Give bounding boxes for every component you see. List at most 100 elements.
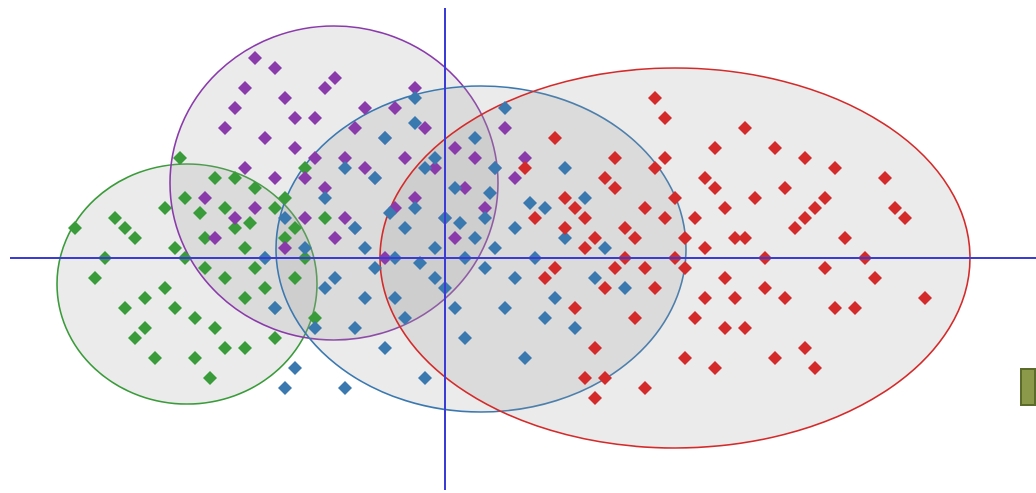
data-point [328,71,342,85]
data-point [428,151,442,165]
data-point [158,281,172,295]
data-point [288,111,302,125]
data-point [278,91,292,105]
data-point [488,161,502,175]
data-point [638,201,652,215]
data-point [528,211,542,225]
data-point [658,151,672,165]
data-point [778,181,792,195]
data-point [658,211,672,225]
data-point [728,231,742,245]
data-point [588,231,602,245]
data-point [738,231,752,245]
data-point [598,371,612,385]
data-point [338,161,352,175]
data-point [698,241,712,255]
data-point [608,261,622,275]
data-point [288,361,302,375]
data-point [558,161,572,175]
data-point [708,181,722,195]
data-point [358,241,372,255]
data-point [548,291,562,305]
data-point [778,291,792,305]
data-point [668,191,682,205]
data-point [348,221,362,235]
data-point [648,91,662,105]
data-point [818,191,832,205]
data-point [838,231,852,245]
data-point [278,381,292,395]
data-point [488,241,502,255]
data-point [453,216,467,230]
data-point [328,271,342,285]
data-point [158,201,172,215]
data-point [188,351,202,365]
data-point [598,241,612,255]
data-point [428,161,442,175]
data-point [358,291,372,305]
data-point [888,201,902,215]
data-point [328,231,342,245]
data-point [168,301,182,315]
data-point [178,191,192,205]
data-point [628,311,642,325]
data-point [238,81,252,95]
data-point [128,231,142,245]
data-point [118,301,132,315]
data-point [203,371,217,385]
data-point [798,151,812,165]
data-point [818,261,832,275]
data-point [478,211,492,225]
data-points [68,51,932,405]
data-point [238,341,252,355]
data-point [408,81,422,95]
series-3-points [258,91,632,395]
data-point [568,201,582,215]
data-point [218,201,232,215]
data-point [138,291,152,305]
data-point [383,206,397,220]
data-point [398,311,412,325]
data-point [408,91,422,105]
data-point [848,301,862,315]
data-point [628,231,642,245]
data-point [368,171,382,185]
data-point [788,221,802,235]
data-point [568,301,582,315]
data-point [868,271,882,285]
series-1-points [68,151,332,385]
data-point [338,211,352,225]
data-point [308,321,322,335]
data-point [278,211,292,225]
data-point [598,171,612,185]
data-point [428,241,442,255]
data-point [708,361,722,375]
data-point [518,151,532,165]
data-point [688,311,702,325]
data-point [258,281,272,295]
data-point [198,261,212,275]
data-point [148,351,162,365]
data-point [318,211,332,225]
data-point [408,116,422,130]
data-point [278,231,292,245]
series-4-points [518,91,932,405]
data-point [238,161,252,175]
data-point [198,231,212,245]
data-point [238,241,252,255]
data-point [738,121,752,135]
cluster-ellipses [56,25,971,449]
data-point [428,271,442,285]
data-point [68,221,82,235]
data-point [258,131,272,145]
data-point [108,211,122,225]
data-point [578,191,592,205]
data-point [228,171,242,185]
data-point [218,341,232,355]
data-point [808,201,822,215]
data-point [218,271,232,285]
data-point [298,161,312,175]
data-point [268,201,282,215]
data-point [718,201,732,215]
data-point [468,131,482,145]
